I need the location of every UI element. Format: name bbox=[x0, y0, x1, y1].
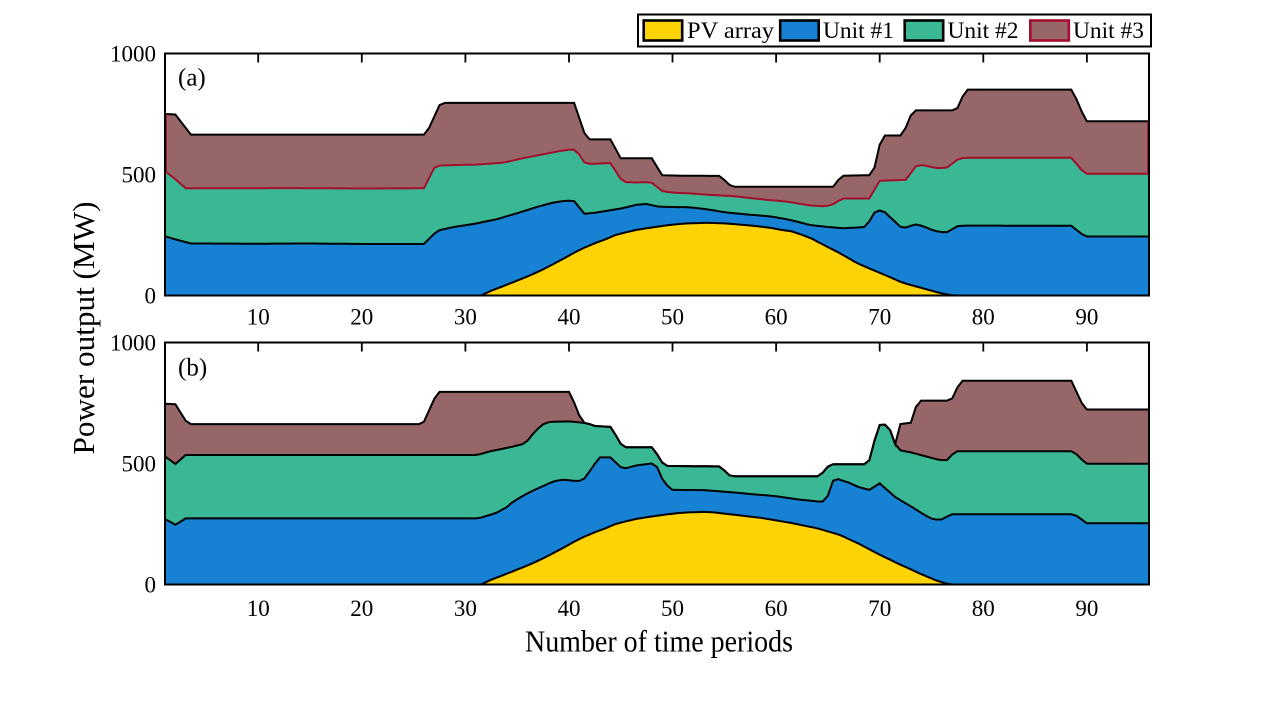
svg-text:20: 20 bbox=[350, 596, 373, 621]
svg-text:500: 500 bbox=[122, 163, 157, 188]
svg-text:1000: 1000 bbox=[110, 331, 156, 356]
svg-text:500: 500 bbox=[122, 452, 157, 477]
svg-text:50: 50 bbox=[661, 305, 684, 330]
svg-text:0: 0 bbox=[145, 573, 157, 598]
svg-text:70: 70 bbox=[868, 596, 891, 621]
svg-text:Number of time periods: Number of time periods bbox=[525, 624, 793, 659]
svg-text:20: 20 bbox=[350, 305, 373, 330]
svg-text:30: 30 bbox=[454, 596, 477, 621]
svg-text:Unit #3: Unit #3 bbox=[1073, 18, 1144, 43]
svg-text:Unit #2: Unit #2 bbox=[948, 18, 1019, 43]
svg-text:40: 40 bbox=[558, 596, 581, 621]
svg-text:Power output (MW): Power output (MW) bbox=[66, 202, 101, 455]
svg-text:90: 90 bbox=[1075, 596, 1098, 621]
svg-text:30: 30 bbox=[454, 305, 477, 330]
svg-text:60: 60 bbox=[765, 305, 788, 330]
svg-text:1000: 1000 bbox=[110, 42, 156, 67]
svg-text:(b): (b) bbox=[178, 355, 207, 382]
svg-text:0: 0 bbox=[145, 284, 157, 309]
svg-text:90: 90 bbox=[1075, 305, 1098, 330]
svg-text:40: 40 bbox=[558, 305, 581, 330]
svg-text:PV array: PV array bbox=[687, 18, 775, 43]
svg-text:Unit #1: Unit #1 bbox=[823, 18, 894, 43]
svg-text:80: 80 bbox=[972, 305, 995, 330]
svg-text:50: 50 bbox=[661, 596, 684, 621]
svg-text:60: 60 bbox=[765, 596, 788, 621]
svg-text:10: 10 bbox=[247, 596, 270, 621]
svg-text:(a): (a) bbox=[178, 65, 206, 92]
svg-text:10: 10 bbox=[247, 305, 270, 330]
svg-text:80: 80 bbox=[972, 596, 995, 621]
svg-text:70: 70 bbox=[868, 305, 891, 330]
